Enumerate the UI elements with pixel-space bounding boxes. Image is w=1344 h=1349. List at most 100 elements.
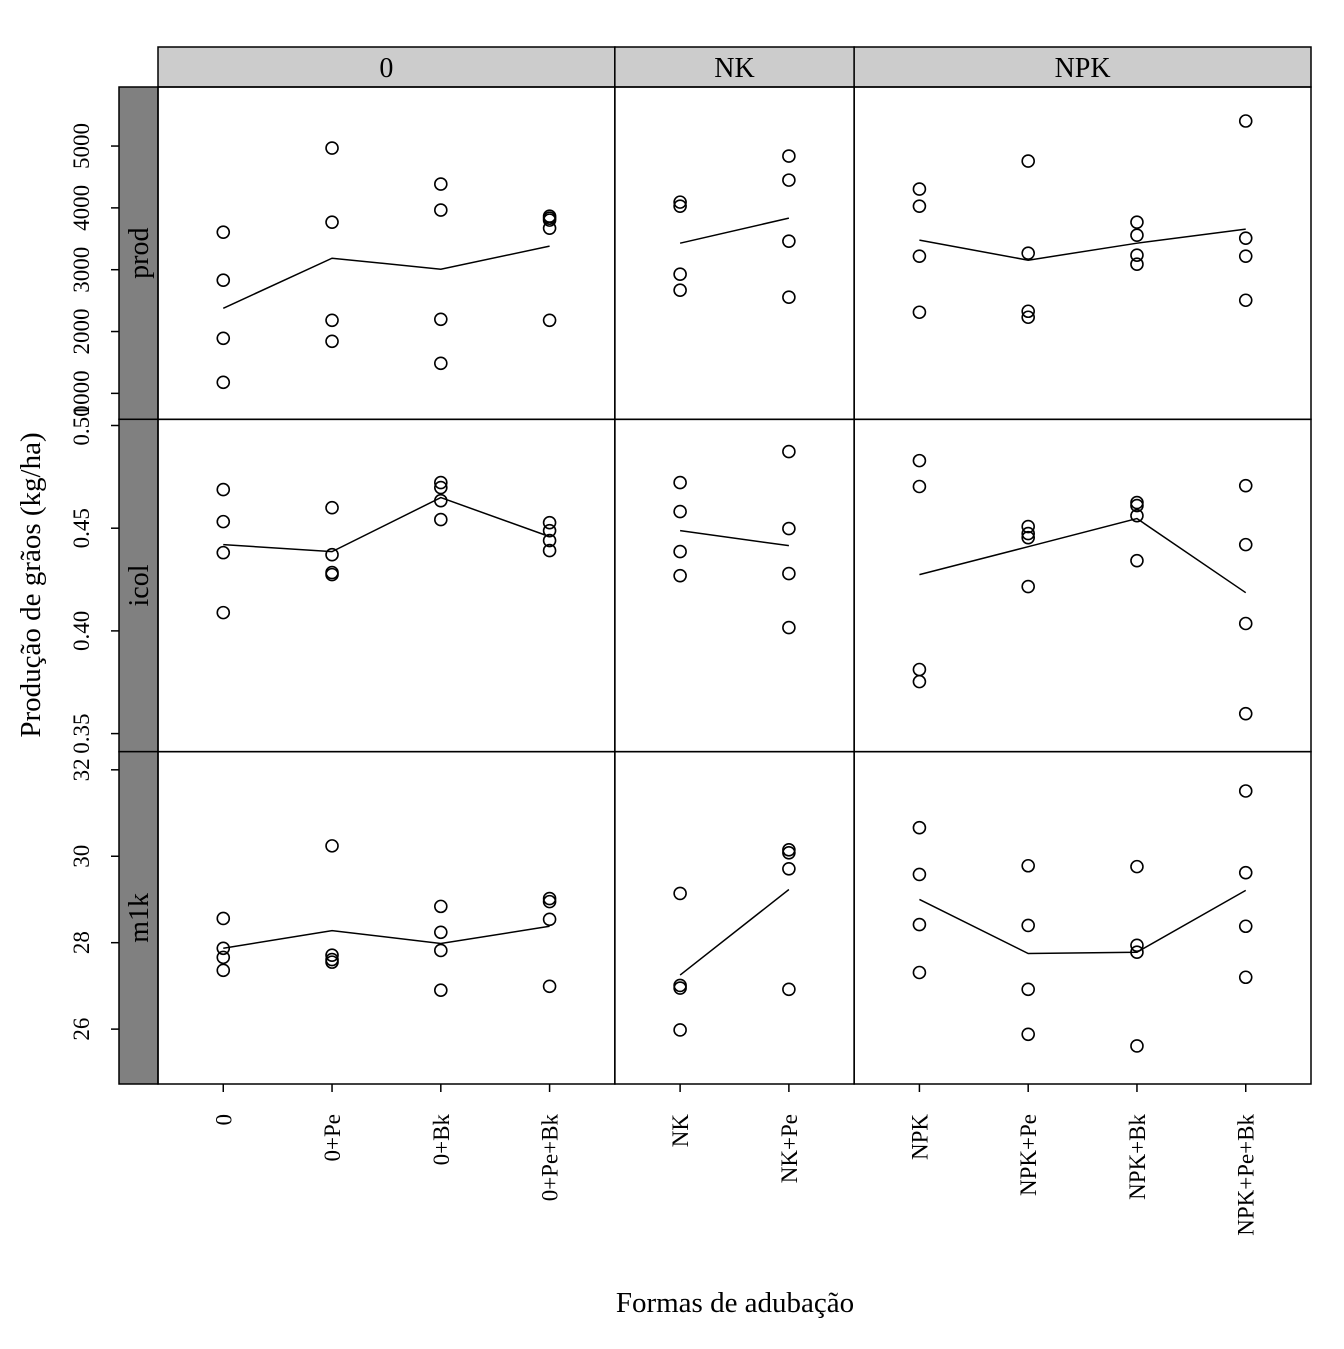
point bbox=[1238, 537, 1253, 552]
y-tick-label: 5000 bbox=[69, 123, 94, 169]
row-strip-label: m1k bbox=[124, 893, 155, 943]
panel bbox=[853, 86, 1312, 421]
row-strip-label: prod bbox=[124, 228, 155, 279]
point bbox=[1021, 304, 1035, 319]
mean-line bbox=[223, 925, 550, 950]
point bbox=[216, 963, 231, 978]
point bbox=[216, 950, 231, 965]
point bbox=[1238, 706, 1253, 721]
point bbox=[1130, 859, 1144, 874]
point bbox=[673, 544, 687, 559]
point bbox=[782, 521, 796, 536]
point bbox=[434, 925, 448, 940]
x-tick-label: NPK+Pe+Bk bbox=[1234, 1114, 1259, 1236]
y-tick-label: 26 bbox=[69, 1018, 94, 1041]
mean-line bbox=[919, 517, 1247, 594]
column-strip-label: NK bbox=[714, 53, 754, 84]
point bbox=[325, 215, 339, 229]
point bbox=[673, 886, 687, 901]
mean-line bbox=[223, 496, 550, 553]
x-tick-label: NK bbox=[668, 1114, 693, 1148]
point bbox=[782, 845, 796, 860]
row-strip bbox=[118, 86, 159, 421]
point bbox=[912, 662, 927, 677]
point bbox=[912, 674, 927, 689]
x-tick-label: NPK+Bk bbox=[1125, 1114, 1150, 1200]
point bbox=[325, 141, 339, 155]
point bbox=[434, 899, 448, 914]
point bbox=[216, 375, 231, 390]
point bbox=[782, 982, 796, 997]
mean-line bbox=[919, 228, 1246, 261]
panel bbox=[157, 750, 616, 1085]
point bbox=[325, 500, 339, 515]
point bbox=[673, 475, 687, 490]
point bbox=[673, 1023, 687, 1037]
point bbox=[542, 515, 557, 530]
row-strip bbox=[118, 418, 159, 753]
point bbox=[216, 225, 231, 239]
point bbox=[1021, 154, 1035, 168]
point bbox=[912, 965, 927, 980]
point bbox=[1021, 519, 1035, 534]
point bbox=[782, 173, 796, 187]
y-axis-title: Produção de grãos (kg/ha) bbox=[15, 432, 47, 737]
point bbox=[673, 568, 687, 583]
x-tick-label: NPK+Pe bbox=[1016, 1114, 1041, 1196]
point bbox=[1238, 114, 1253, 128]
row-strip-label: icol bbox=[124, 564, 155, 606]
point bbox=[542, 213, 557, 227]
point bbox=[1130, 945, 1144, 959]
point bbox=[542, 912, 557, 927]
point bbox=[1130, 215, 1144, 229]
point bbox=[1130, 228, 1144, 242]
point bbox=[1130, 553, 1144, 568]
point bbox=[542, 523, 557, 538]
point bbox=[782, 149, 796, 163]
point bbox=[216, 331, 231, 346]
point bbox=[434, 203, 448, 217]
row-strip bbox=[118, 750, 159, 1085]
point bbox=[542, 891, 557, 906]
y-tick-label: 30 bbox=[69, 845, 94, 868]
x-axis-title: Formas de adubação bbox=[616, 1287, 854, 1319]
y-tick-label: 28 bbox=[69, 931, 94, 954]
point bbox=[325, 955, 339, 969]
point bbox=[1238, 231, 1253, 245]
mean-line bbox=[222, 245, 550, 309]
point bbox=[216, 514, 231, 529]
point bbox=[912, 199, 927, 213]
point bbox=[434, 177, 448, 191]
point bbox=[434, 943, 448, 958]
mean-line bbox=[679, 888, 790, 976]
point bbox=[782, 842, 796, 857]
point bbox=[434, 356, 448, 371]
point bbox=[325, 313, 339, 328]
point bbox=[542, 221, 557, 235]
point bbox=[673, 283, 687, 298]
point bbox=[782, 234, 796, 248]
point bbox=[912, 249, 927, 263]
point bbox=[1130, 938, 1144, 953]
point bbox=[912, 453, 927, 468]
point bbox=[542, 979, 557, 994]
point bbox=[542, 533, 557, 548]
point bbox=[216, 605, 231, 620]
x-tick-label: 0+Bk bbox=[429, 1114, 454, 1166]
point bbox=[1021, 246, 1035, 260]
panel bbox=[853, 750, 1312, 1085]
y-tick-label: 0.40 bbox=[69, 611, 94, 651]
point bbox=[782, 444, 796, 459]
y-tick-label: 2000 bbox=[69, 309, 94, 355]
point bbox=[1238, 293, 1253, 308]
point bbox=[673, 199, 687, 213]
point bbox=[434, 983, 448, 998]
point bbox=[673, 267, 687, 282]
point bbox=[216, 911, 231, 926]
x-tick-label: 0 bbox=[211, 1114, 236, 1126]
point bbox=[1130, 508, 1144, 523]
point bbox=[542, 894, 557, 909]
point bbox=[325, 839, 339, 853]
point bbox=[1021, 918, 1035, 933]
